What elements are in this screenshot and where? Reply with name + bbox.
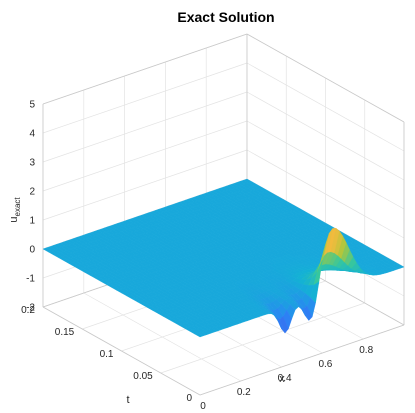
z-tick-label: 2 — [29, 187, 35, 198]
y-tick-label: 0.2 — [21, 305, 35, 316]
surface — [42, 178, 405, 338]
y-axis-label: t — [126, 394, 129, 406]
y-tick-label: 0 — [186, 393, 192, 404]
box-edge — [199, 324, 405, 396]
x-tick-label: 0.4 — [278, 373, 292, 384]
box-edge — [246, 33, 405, 123]
surface-patch — [194, 332, 204, 338]
z-tick-label: 1 — [29, 216, 35, 227]
z-axis-label-base: u — [8, 217, 20, 223]
z-tick-label: -1 — [26, 274, 35, 285]
x-tick-label: 0.8 — [359, 345, 373, 356]
z-tick-label: -2 — [26, 303, 35, 314]
y-tick-label: 0.05 — [133, 371, 153, 382]
z-axis-label-subscript: exact — [13, 197, 22, 217]
box-edge — [42, 33, 248, 105]
grid-line-z-back — [42, 62, 248, 134]
box-edge — [42, 306, 201, 396]
z-axis-label: uexact — [8, 197, 22, 223]
z-tick-label: 0 — [29, 245, 35, 256]
x-tick-label: 0.6 — [318, 359, 332, 370]
grid-line-t-floor — [160, 302, 365, 374]
y-tick-label: 0.15 — [55, 327, 75, 338]
z-tick-label: 3 — [29, 158, 35, 169]
x-tick-label: 0 — [200, 401, 206, 412]
grid-line-z-back — [42, 149, 248, 221]
z-tick-label: 5 — [29, 100, 35, 111]
chart-title: Exact Solution — [177, 9, 274, 25]
z-tick-label: 4 — [29, 129, 35, 140]
tick-labels: -2 -1 0 1 2 3 4 5 0 0.2 0.4 0.6 0.8 0 0.05 0.1 0.15 0.2 — [21, 100, 373, 413]
y-tick-label: 0.1 — [100, 349, 114, 360]
x-axis-label: x — [279, 373, 285, 385]
x-tick-label: 0.2 — [237, 387, 251, 398]
grid-line-z-back — [42, 120, 248, 192]
grid-line-z-back — [42, 91, 248, 163]
